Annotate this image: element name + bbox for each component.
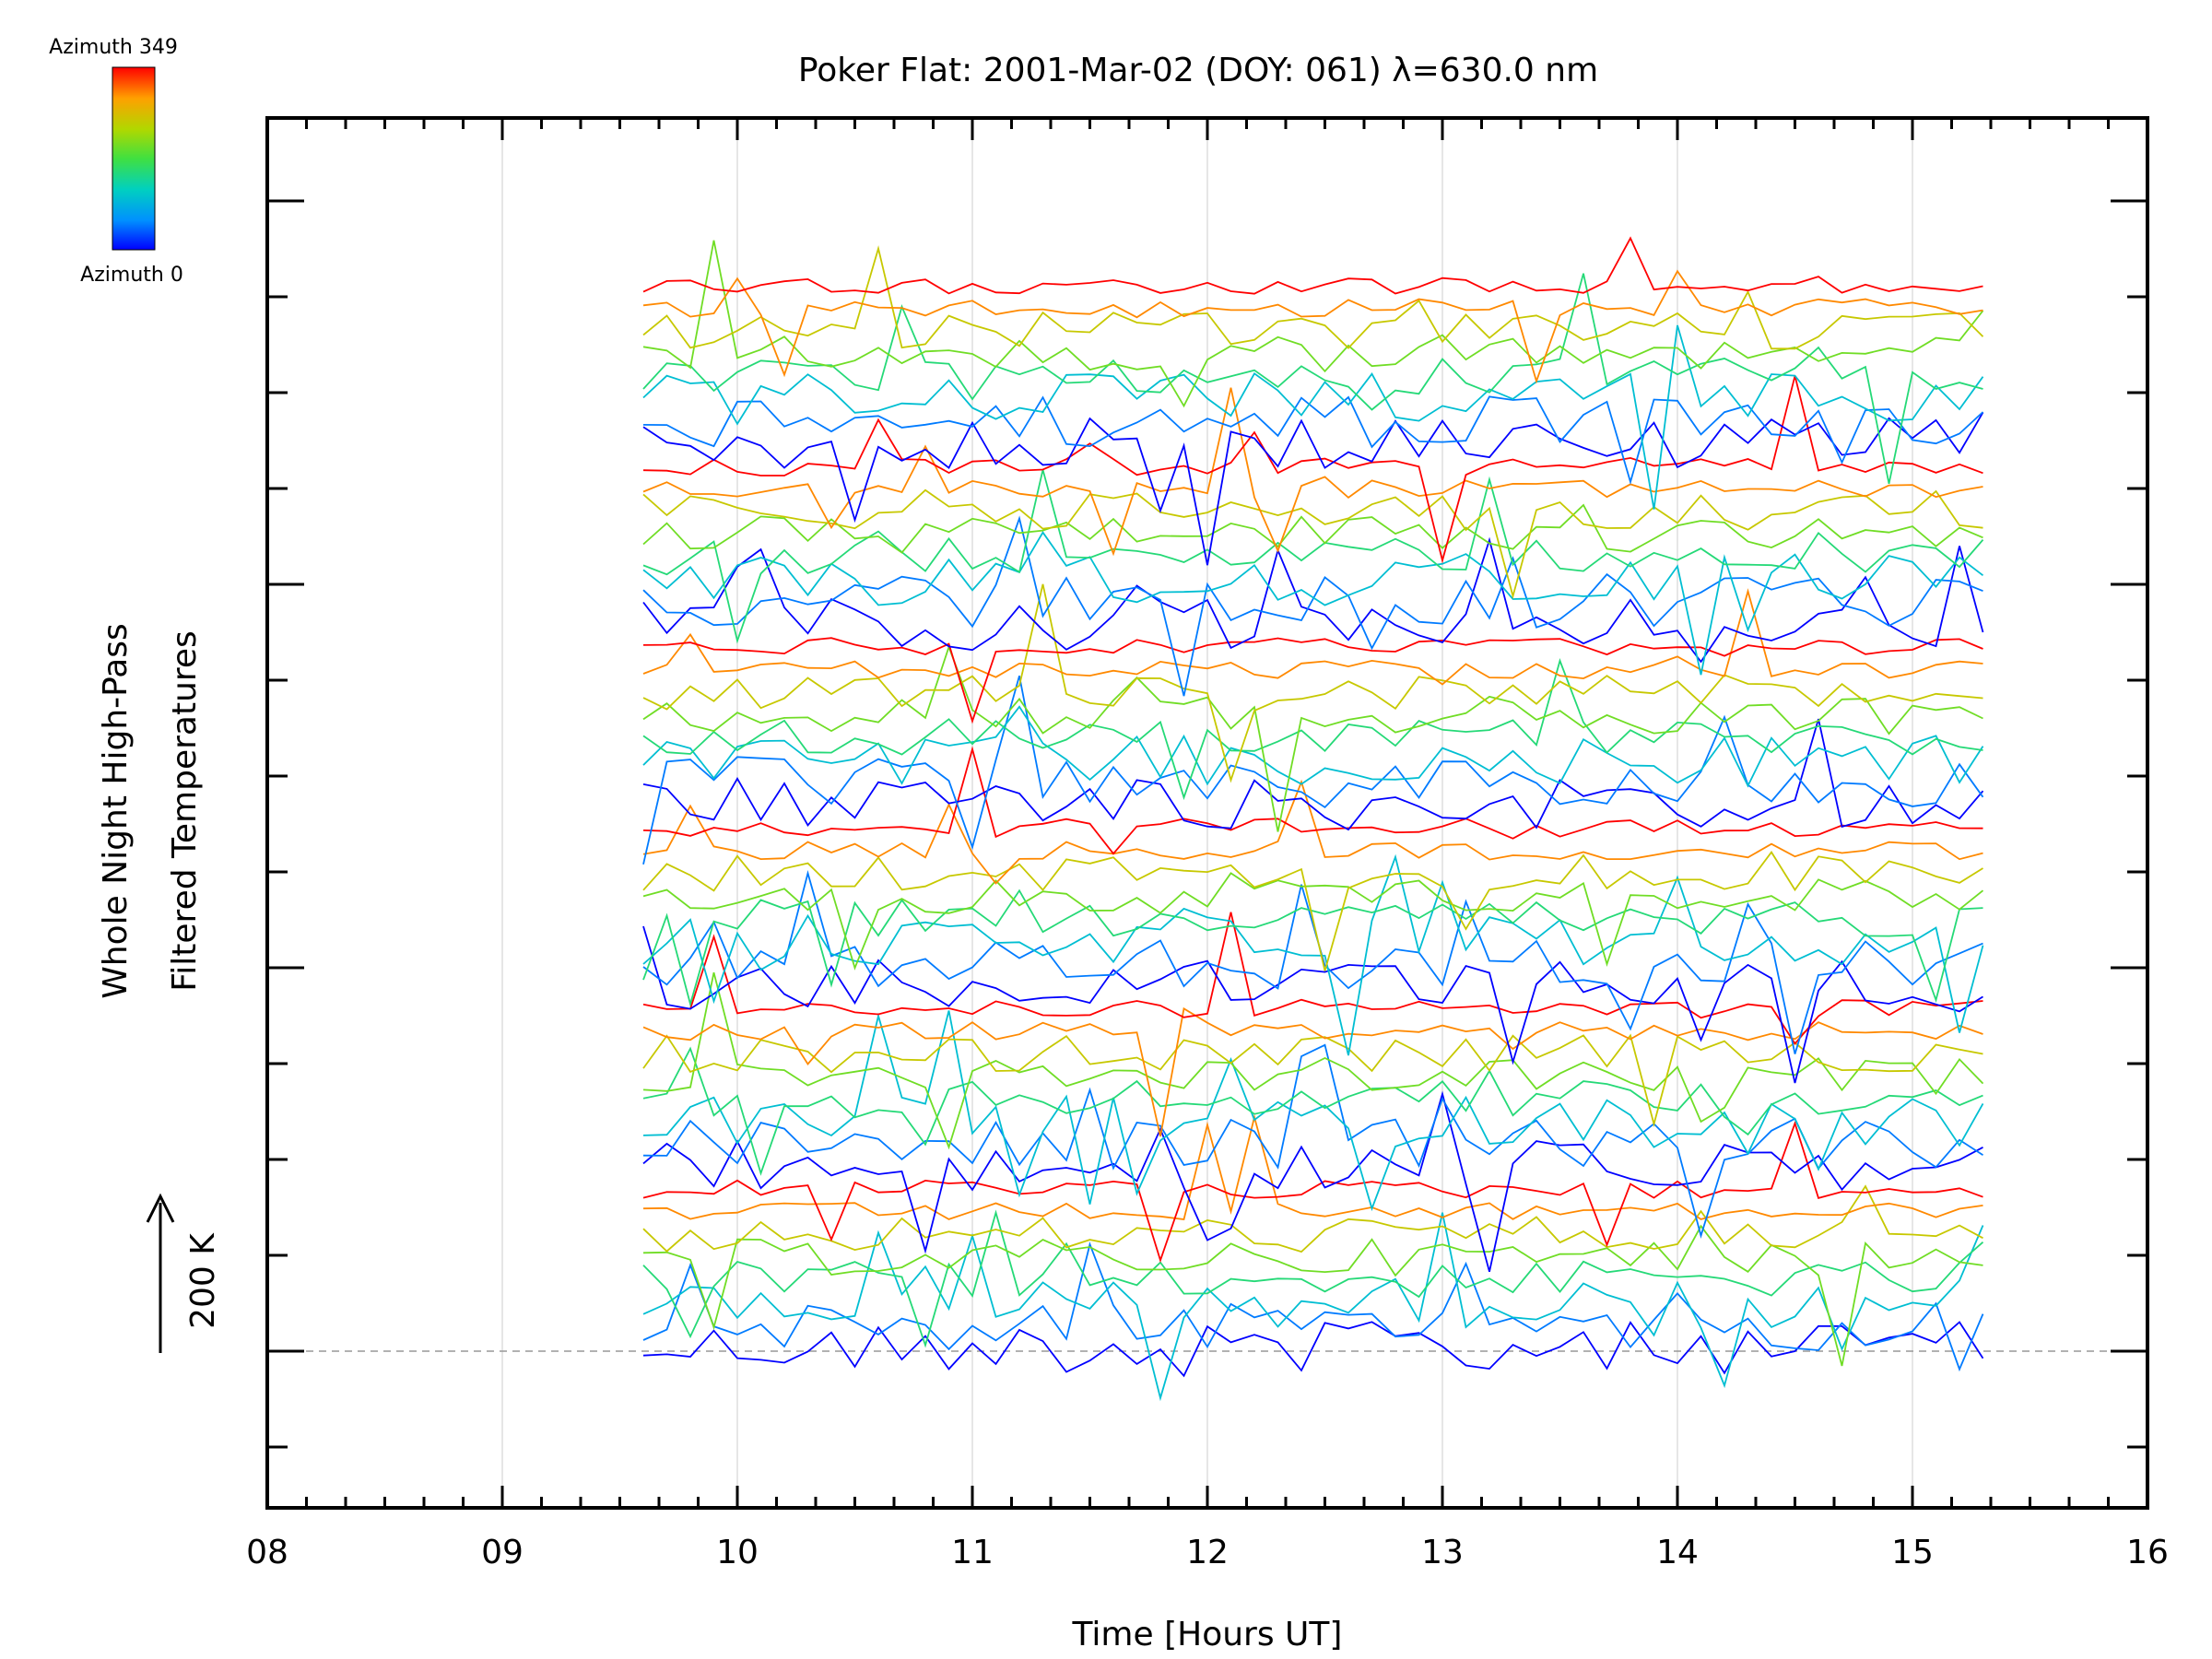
series-line-17 (642, 925, 1983, 1084)
series-line-1 (642, 1321, 1984, 1378)
series-line-21 (642, 872, 1984, 971)
series-lines (642, 236, 1984, 1402)
series-line-11 (642, 1010, 1984, 1212)
legend: Azimuth 349 Azimuth 0 (49, 36, 183, 287)
series-line-9 (642, 1090, 1983, 1273)
series-line-28 (642, 658, 1983, 801)
series-line-7 (642, 1113, 1983, 1220)
x-tick-label-16: 16 (2126, 1534, 2169, 1571)
series-line-47 (642, 269, 1983, 384)
scale-label: 200 K (184, 1232, 222, 1329)
legend-top-label: Azimuth 349 (49, 36, 178, 59)
series-line-39 (642, 387, 1983, 557)
series-line-29 (642, 644, 1983, 832)
x-tick-labels: 08 09 10 11 12 13 14 15 16 (246, 1534, 2169, 1571)
series-line-8 (642, 1120, 1983, 1264)
chart-title: Poker Flat: 2001-Mar-02 (DOY: 061) λ=630… (798, 52, 1598, 89)
x-tick-label-10: 10 (716, 1534, 759, 1571)
series-line-22 (642, 851, 1983, 971)
series-line-36 (642, 469, 1984, 644)
series-line-46 (642, 245, 1984, 350)
series-line-26 (642, 676, 1984, 865)
grid-lines (501, 118, 1913, 1508)
x-tick-label-13: 13 (1421, 1534, 1464, 1571)
series-line-27 (642, 705, 1984, 788)
x-tick-label-08: 08 (246, 1534, 288, 1571)
series-line-48 (642, 236, 1983, 295)
series-line-6 (642, 1184, 1983, 1253)
series-line-41 (642, 411, 1984, 566)
x-tick-label-09: 09 (481, 1534, 524, 1571)
series-line-30 (642, 583, 1983, 783)
series-line-35 (642, 531, 1984, 676)
series-line-42 (642, 395, 1984, 486)
scale-arrow-head (146, 1193, 175, 1223)
series-line-14 (642, 1033, 1983, 1128)
series-line-13 (642, 971, 1984, 1150)
series-line-2 (642, 1241, 1984, 1372)
series-line-45 (642, 240, 1984, 408)
series-line-33 (642, 536, 1984, 664)
series-line-32 (642, 637, 1983, 724)
series-line-4 (642, 1209, 1984, 1348)
axis-ticks (265, 118, 2149, 1508)
series-line-31 (642, 588, 1983, 686)
x-tick-label-12: 12 (1186, 1534, 1229, 1571)
legend-colorbar (112, 66, 156, 251)
series-line-37 (642, 503, 1983, 554)
y-axis-label-line1: Whole Night High-Pass (97, 623, 135, 999)
series-line-15 (642, 1006, 1983, 1137)
legend-bottom-label: Azimuth 0 (80, 264, 183, 287)
series-line-12 (642, 1046, 1983, 1176)
series-line-10 (642, 1043, 1983, 1239)
series-line-24 (642, 746, 1983, 855)
series-line-20 (642, 888, 1983, 1007)
x-axis-label: Time [Hours UT] (1072, 1616, 1343, 1653)
series-line-19 (642, 853, 1984, 1056)
x-tick-label-14: 14 (1656, 1534, 1699, 1571)
series-line-18 (642, 870, 1983, 1054)
scale-indicator: 200 K (146, 1193, 222, 1353)
series-line-3 (642, 1212, 1984, 1402)
series-line-44 (642, 273, 1983, 484)
series-line-43 (642, 324, 1984, 510)
x-tick-label-11: 11 (951, 1534, 994, 1571)
series-line-25 (642, 718, 1984, 831)
y-axis-label-line2: Filtered Temperatures (166, 630, 204, 992)
series-line-5 (642, 1224, 1983, 1367)
x-tick-label-15: 15 (1891, 1534, 1934, 1571)
series-line-34 (642, 515, 1983, 697)
series-line-38 (642, 488, 1983, 600)
series-line-23 (642, 779, 1983, 885)
series-line-16 (642, 912, 1983, 1045)
series-line-40 (642, 375, 1983, 564)
